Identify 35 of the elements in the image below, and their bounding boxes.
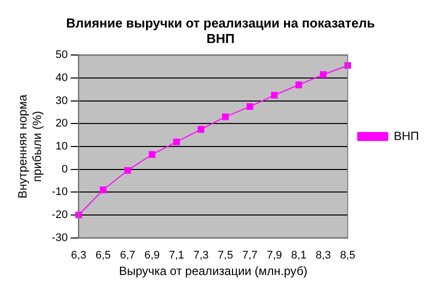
y-tick-label: 50: [55, 49, 68, 62]
x-tick-label: 7,5: [218, 249, 234, 262]
x-tick-label: 7,1: [168, 249, 184, 262]
point: [100, 186, 106, 194]
x-tick-label: 6,9: [144, 249, 160, 262]
chart-title: Влияние выручки от реализации на показатель ВНП: [66, 15, 375, 46]
point: [148, 151, 156, 158]
x-tick-label: 6,5: [96, 249, 111, 262]
point: [198, 126, 204, 133]
x-tick-label: 8,3: [316, 249, 331, 262]
x-tick-label: 8,5: [340, 249, 356, 262]
x-tick-label: 7,7: [242, 249, 258, 262]
x-axis-title: Выручка от реализации (млн.руб): [118, 264, 308, 278]
y-tick-label: -20: [52, 209, 68, 222]
point: [271, 92, 278, 98]
x-tick-label: 6,3: [71, 249, 86, 262]
y-tick-label: 30: [55, 94, 68, 107]
point: [246, 103, 254, 110]
x-tick-label: 7,9: [266, 249, 282, 262]
y-tick-label: -10: [52, 186, 68, 198]
point: [320, 71, 327, 78]
point: [295, 82, 302, 88]
legend-label: ВНП: [394, 128, 419, 143]
y-axis-title: Внутренняя норма прибыли (%): [16, 94, 44, 198]
point: [124, 167, 131, 174]
x-tick-label: 8,1: [291, 249, 306, 262]
y-tick-label: 10: [55, 140, 68, 153]
y-tick-label: 40: [55, 72, 68, 84]
x-tick-label: 6,7: [120, 249, 136, 262]
y-tick-label: 0: [62, 163, 68, 176]
point: [173, 138, 180, 146]
y-tick-label: -30: [52, 232, 68, 244]
point: [222, 114, 229, 120]
x-tick-label: 7,3: [193, 249, 209, 262]
y-tick-label: 20: [55, 118, 68, 130]
